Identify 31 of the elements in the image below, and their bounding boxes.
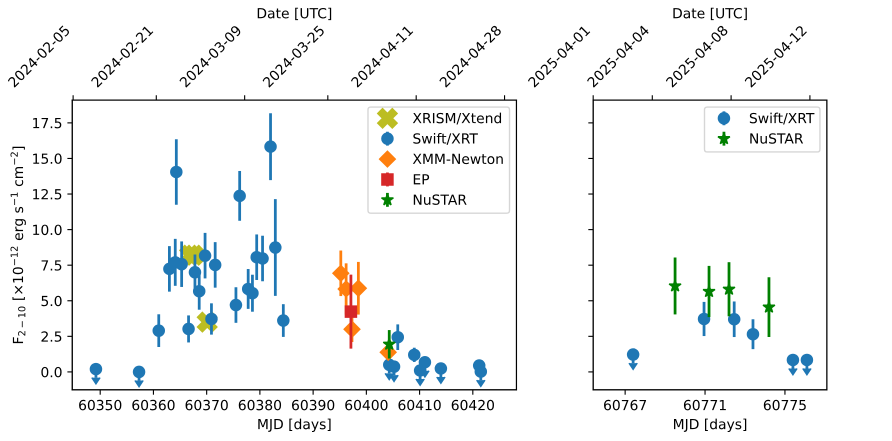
x-tick-label: 60767 bbox=[604, 400, 646, 410]
x-tick-label: 60350 bbox=[79, 400, 122, 410]
y-tick-label: 0.0 bbox=[41, 366, 62, 378]
x-tick-label: 60420 bbox=[452, 400, 494, 410]
x-tick-label: 60771 bbox=[684, 400, 726, 410]
x-tick-label: 60370 bbox=[186, 400, 228, 410]
x2-axis-title: Date [UTC] bbox=[258, 8, 332, 20]
x2-axis-title: Date [UTC] bbox=[673, 8, 747, 20]
x-tick-label: 60410 bbox=[398, 400, 441, 410]
y-tick-label: 5.0 bbox=[42, 296, 62, 306]
legend-label: Swift/XRT bbox=[413, 132, 478, 145]
x-tick-label: 60390 bbox=[292, 400, 334, 410]
x-axis-title: MJD [days] bbox=[674, 418, 746, 432]
x-tick-label: 60400 bbox=[345, 400, 388, 410]
x-tick-label: 60380 bbox=[238, 400, 282, 410]
legend-label: NuSTAR bbox=[414, 194, 467, 205]
legend-label: NuSTAR bbox=[750, 133, 804, 144]
y-tick-label: 10.0 bbox=[33, 224, 62, 236]
legend-label: XMM-Newton bbox=[412, 154, 503, 164]
legend-label: Swift/XRT bbox=[750, 112, 814, 124]
x-axis-title: MJD [days] bbox=[258, 418, 331, 432]
y-tick-label: 12.5 bbox=[33, 189, 62, 200]
y-tick-label: 17.5 bbox=[33, 118, 62, 128]
x-tick-label: 60360 bbox=[132, 400, 175, 410]
legend-label: XRISM/Xtend bbox=[412, 112, 502, 124]
x-tick-label: 60775 bbox=[764, 400, 806, 410]
y-tick-label: 2.5 bbox=[41, 331, 62, 342]
y-tick-label: 7.5 bbox=[42, 260, 62, 271]
y-tick-label: 15.0 bbox=[33, 153, 62, 164]
legend-label: EP bbox=[414, 174, 430, 184]
text: F$_{2−10}$ [×10$^{−12}$ erg s$^{−1}$ cm$^{−2}$] bbox=[10, 146, 26, 344]
